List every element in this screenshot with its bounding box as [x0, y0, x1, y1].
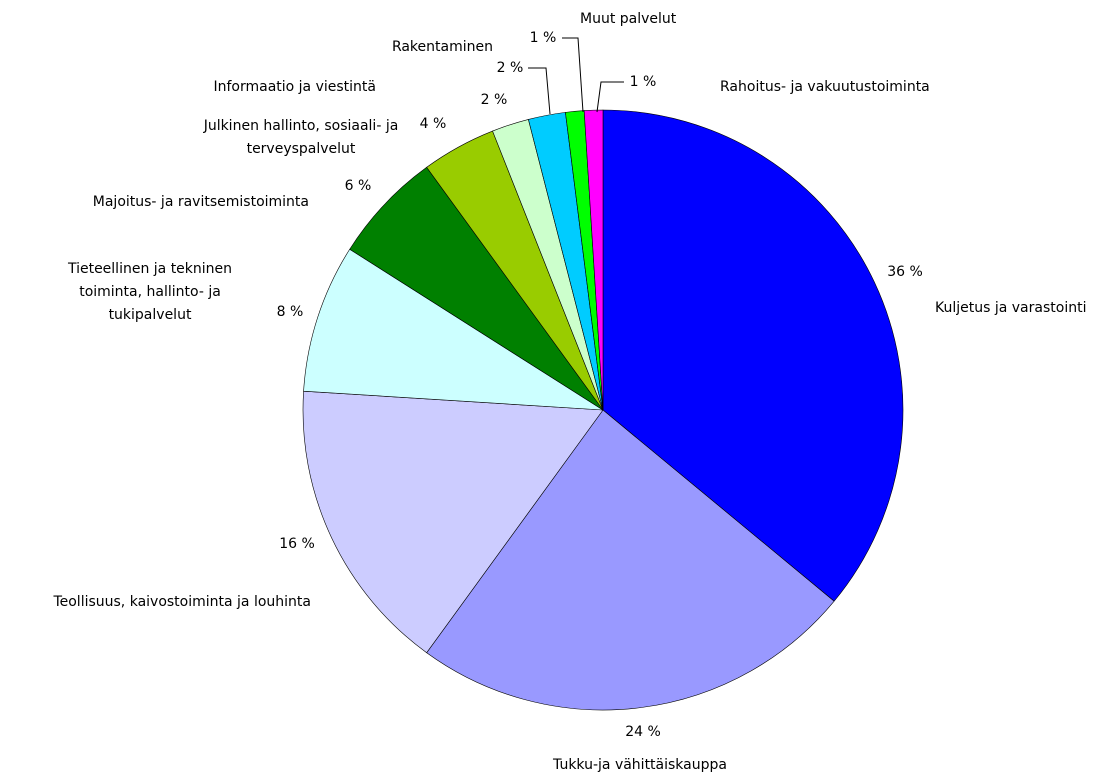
- value-label: 4 %: [419, 116, 447, 132]
- leader-lines: [528, 37, 624, 115]
- value-label: 1 %: [529, 30, 557, 46]
- category-label: Julkinen hallinto, sosiaali- ja terveysp…: [203, 118, 399, 157]
- pie-slice: [602, 109, 904, 602]
- pie-slice: [583, 109, 604, 411]
- value-label: 8 %: [276, 304, 304, 320]
- category-label: Teollisuus, kaivostoiminta ja louhinta: [53, 594, 311, 610]
- leader-line: [562, 37, 584, 113]
- category-label: Rahoitus- ja vakuutustoiminta: [720, 79, 930, 95]
- category-label: Majoitus- ja ravitsemistoiminta: [92, 194, 309, 210]
- pie-slice: [426, 409, 835, 711]
- leader-line: [596, 81, 624, 113]
- value-label: 2 %: [496, 60, 524, 76]
- value-label: 1 %: [629, 74, 657, 90]
- pie-slice: [303, 248, 604, 411]
- pie-slice: [302, 390, 604, 654]
- category-label: Rakentaminen: [391, 39, 493, 55]
- category-label: Tieteellinen ja tekninen toiminta, halli…: [67, 261, 233, 323]
- leader-line: [528, 67, 551, 115]
- value-label: 6 %: [344, 178, 372, 194]
- category-label: Tukku-ja vähittäiskauppa: [553, 757, 727, 773]
- value-label: 2 %: [480, 92, 508, 108]
- value-label: 16 %: [279, 536, 315, 552]
- value-label: 36 %: [887, 264, 923, 280]
- category-label: Muut palvelut: [580, 11, 677, 27]
- category-label: Kuljetus ja varastointi: [935, 300, 1087, 316]
- value-label: 24 %: [625, 724, 661, 740]
- category-label: Informaatio ja viestintä: [213, 79, 376, 95]
